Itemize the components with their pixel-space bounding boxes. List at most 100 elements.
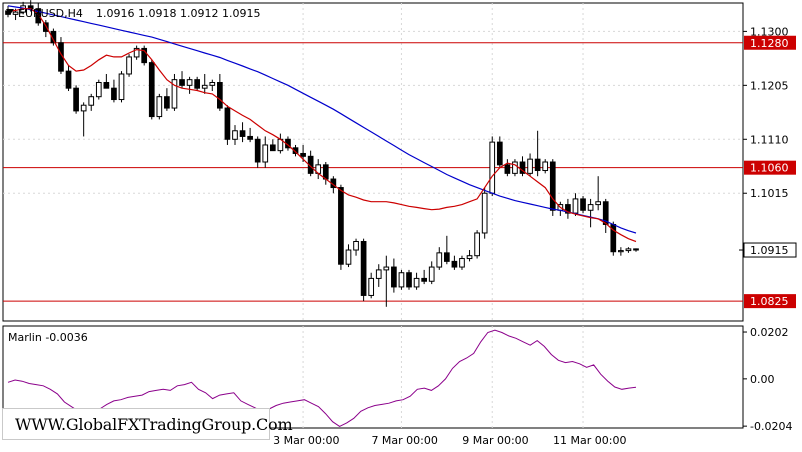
- bear-candle: [50, 30, 57, 44]
- bull-candle: [527, 158, 533, 174]
- marlin-line: [7, 329, 637, 427]
- bear-candle: [103, 82, 110, 89]
- bull-candle: [345, 249, 352, 265]
- bear-candle: [292, 147, 299, 154]
- level-price-label: 1.1280: [750, 37, 789, 50]
- bull-candle: [209, 82, 216, 86]
- bull-candle: [481, 192, 488, 234]
- bull-candle: [595, 201, 602, 206]
- symbol-timeframe: EURUSD,H4: [18, 7, 83, 20]
- indicator-tick-label: 0.00: [750, 373, 775, 386]
- bull-candle: [542, 161, 549, 172]
- bear-candle: [322, 164, 329, 180]
- bear-candle: [239, 130, 246, 137]
- grid-lines: [3, 3, 743, 428]
- bull-candle: [375, 269, 382, 279]
- bear-candle: [148, 62, 155, 118]
- bull-candle: [398, 272, 405, 288]
- bear-candle: [141, 47, 148, 64]
- bull-candle: [572, 198, 579, 214]
- bear-candle: [217, 82, 223, 109]
- bull-candle: [156, 96, 163, 118]
- price-panel: [2, 2, 744, 322]
- bull-candle: [625, 248, 632, 252]
- bear-candle: [247, 135, 253, 140]
- bear-candle: [451, 260, 458, 268]
- price-tick-label: 1.1015: [750, 187, 789, 200]
- bull-candle: [133, 47, 140, 58]
- bull-candle: [587, 204, 594, 211]
- bear-candle: [602, 201, 609, 225]
- bear-candle: [164, 96, 170, 109]
- bull-candle: [489, 141, 496, 194]
- bear-candle: [496, 141, 503, 166]
- price-tick-label: 1.1205: [750, 79, 789, 92]
- bear-candle: [300, 152, 306, 157]
- bull-candle: [466, 255, 473, 260]
- bull-candle: [12, 11, 19, 15]
- bull-candle: [80, 104, 87, 112]
- indicator-tick-label: -0.0204: [750, 420, 792, 433]
- watermark-text: WWW.GlobalFXTradingGroup.Com: [15, 415, 293, 434]
- horizontal-levels: 1.1280 1.1060 1.0825: [3, 35, 796, 309]
- bull-candle: [186, 79, 193, 86]
- level-price-label: 1.1060: [750, 162, 789, 175]
- bull-candle: [413, 277, 420, 288]
- bull-candle: [459, 258, 465, 268]
- bull-candle: [88, 96, 95, 106]
- ma-slow-line: [7, 5, 637, 234]
- level-price-tag: [744, 294, 796, 309]
- bull-candle: [171, 79, 178, 109]
- bear-candle: [565, 204, 571, 214]
- bear-candle: [111, 87, 117, 101]
- bull-candle: [383, 266, 390, 271]
- marlin-indicator: [7, 329, 637, 427]
- bear-candle: [580, 198, 586, 211]
- indicator-tick-label: 0.0202: [750, 326, 789, 339]
- ma-fast-line: [7, 8, 637, 243]
- current-price-label: 1.0915: [750, 244, 789, 257]
- bear-candle: [179, 79, 185, 86]
- bear-candle: [65, 70, 72, 89]
- bull-candle: [126, 56, 132, 75]
- bull-candle: [618, 250, 624, 253]
- bear-candle: [338, 187, 344, 265]
- bear-candle: [224, 107, 231, 140]
- bull-candle: [262, 144, 269, 163]
- symbol-menu-triangle-icon[interactable]: [6, 9, 14, 15]
- bull-candle: [474, 232, 480, 257]
- price-tick-label: 1.1110: [750, 133, 789, 146]
- bull-candle: [512, 161, 518, 174]
- level-price-label: 1.0825: [750, 295, 789, 308]
- bull-candle: [368, 277, 375, 296]
- bear-candle: [254, 138, 261, 163]
- axis-labels: 1.1300 1.1205 1.1110 1.1015 3 Mar 00:00 7 Mar…: [273, 25, 797, 447]
- bull-candle: [118, 73, 125, 101]
- time-tick-label: 9 Mar 00:00: [462, 434, 528, 447]
- bear-candle: [504, 164, 511, 174]
- moving-averages: [7, 5, 637, 243]
- bear-candle: [443, 252, 450, 262]
- time-tick-label: 7 Mar 00:00: [371, 434, 437, 447]
- bear-candle: [194, 79, 201, 89]
- time-tick-label: 11 Mar 00:00: [553, 434, 626, 447]
- current-price-tag: [743, 242, 797, 258]
- watermark-box: WWW.GlobalFXTradingGroup.Com: [2, 408, 293, 440]
- level-price-tag: [744, 160, 796, 175]
- bear-candle: [633, 248, 639, 251]
- price-tick-label: 1.1300: [750, 25, 789, 38]
- bull-candle: [436, 252, 443, 268]
- level-price-tag: [744, 35, 796, 50]
- bear-candle: [519, 161, 526, 174]
- bull-candle: [95, 82, 102, 98]
- bull-candle: [428, 266, 435, 282]
- bull-candle: [232, 130, 238, 140]
- bear-candle: [534, 158, 541, 172]
- bull-candle: [201, 84, 208, 89]
- bull-candle: [353, 241, 359, 251]
- bear-candle: [73, 87, 79, 112]
- bear-candle: [360, 241, 367, 296]
- bear-candle: [35, 8, 42, 24]
- indicator-title: Marlin -0.0036: [8, 331, 88, 344]
